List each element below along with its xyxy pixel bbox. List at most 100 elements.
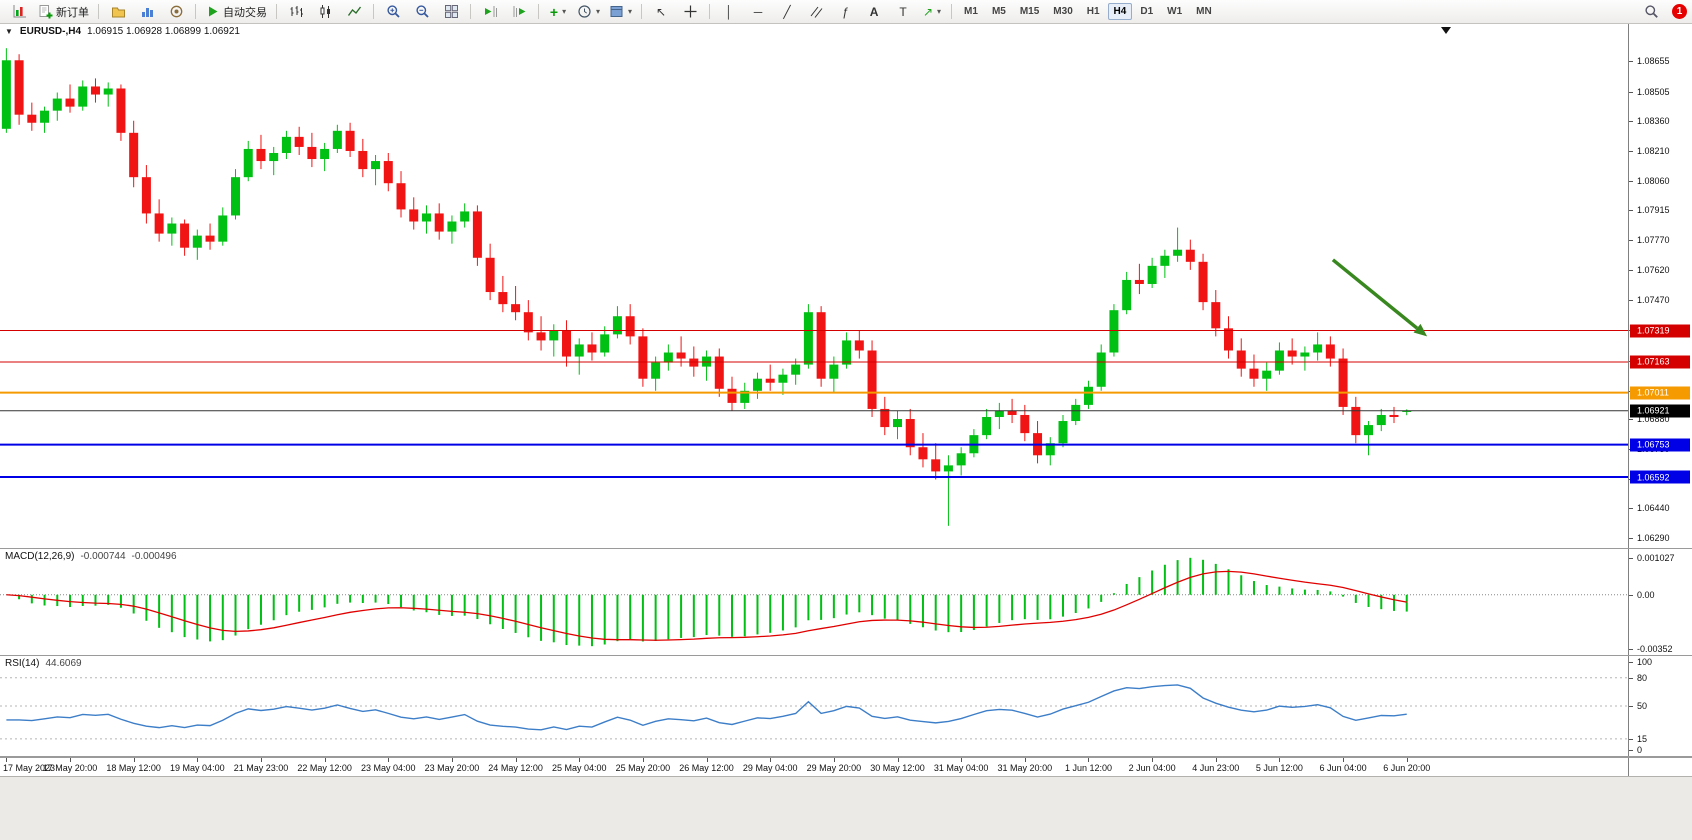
macd-axis[interactable]: 0.001027 0.00 -0.00352 — [1628, 549, 1692, 655]
macd-axis-label: 0.001027 — [1637, 553, 1675, 563]
timeframe-button-D1[interactable]: D1 — [1140, 6, 1154, 17]
macd-main-value: -0.000744 — [80, 551, 126, 562]
zoom-out-button[interactable] — [408, 1, 436, 23]
arrows-tool[interactable]: ↗ ▾ — [918, 1, 946, 23]
price-level-badge[interactable]: 1.07011 — [1630, 386, 1690, 400]
candle — [918, 447, 928, 460]
rsi-axis-label: 50 — [1637, 701, 1648, 711]
templates-button[interactable]: ▾ — [605, 1, 636, 23]
price-axis-tick — [1629, 300, 1633, 302]
candle — [931, 459, 941, 472]
auto-scroll-button[interactable] — [476, 1, 504, 23]
candle — [78, 86, 88, 107]
profiles-button[interactable] — [104, 1, 132, 23]
fibonacci-tool[interactable]: ƒ — [831, 1, 859, 23]
rsi-plot[interactable] — [0, 656, 1628, 756]
toolbar-separator — [276, 4, 277, 19]
timeframe-button-H4[interactable]: H4 — [1107, 3, 1133, 20]
candle — [1147, 265, 1157, 284]
price-level-badge[interactable]: 1.07163 — [1630, 355, 1690, 369]
annotation-arrow[interactable] — [1331, 258, 1419, 330]
candle — [332, 130, 342, 149]
zoom-in-button[interactable] — [379, 1, 407, 23]
crosshair-button[interactable] — [676, 1, 704, 23]
price-axis-label: 1.08360 — [1637, 115, 1670, 126]
horizontal-line-tool[interactable]: ─ — [744, 1, 772, 23]
notification-badge[interactable]: 1 — [1672, 4, 1687, 19]
price-axis-label: 1.08210 — [1637, 145, 1670, 156]
trendline-tool[interactable]: ╱ — [773, 1, 801, 23]
time-axis-tick — [260, 758, 262, 762]
price-axis[interactable]: 1.08655 1.08505 1.08360 1.08210 1.08060 1.079… — [1628, 24, 1692, 548]
candle — [383, 161, 393, 184]
time-axis-label: 23 May 04:00 — [361, 763, 416, 773]
text-tool[interactable]: A — [860, 1, 888, 23]
market-watch-button[interactable] — [133, 1, 161, 23]
periods-button[interactable]: ▾ — [573, 1, 604, 23]
price-axis-label: 1.06290 — [1637, 532, 1670, 543]
price-level-badge[interactable]: 1.06753 — [1630, 438, 1690, 452]
timeframe-button-H1[interactable]: H1 — [1086, 6, 1100, 17]
candle — [676, 352, 686, 359]
bar-chart-mode-button[interactable] — [282, 1, 310, 23]
community-button[interactable] — [162, 1, 190, 23]
price-axis-label: 1.08505 — [1637, 86, 1670, 97]
candlestick-chart[interactable] — [0, 24, 1628, 548]
candle — [460, 211, 470, 222]
rsi-pane[interactable]: 100 80 50 15 0 RSI(14) 44.6069 — [0, 656, 1692, 756]
autotrading-button[interactable]: 自动交易 — [201, 1, 271, 23]
chart-shift-button[interactable] — [505, 1, 533, 23]
time-axis-tick — [324, 758, 326, 762]
vertical-line-tool[interactable]: │ — [715, 1, 743, 23]
candle — [180, 223, 190, 248]
channel-tool[interactable] — [802, 1, 830, 23]
candle — [536, 332, 546, 341]
timeframe-button-MN[interactable]: MN — [1196, 6, 1212, 17]
timeframe-button-M15[interactable]: M15 — [1019, 6, 1040, 17]
macd-plot[interactable] — [0, 549, 1628, 655]
chevron-down-icon: ▾ — [937, 7, 942, 16]
candle — [511, 304, 521, 313]
new-chart-button[interactable] — [5, 1, 33, 23]
label-tool[interactable]: T — [889, 1, 917, 23]
indicators-button[interactable]: + ▾ — [544, 1, 572, 23]
timeframe-button-M1[interactable]: M1 — [964, 6, 978, 17]
timeframe-button-M30[interactable]: M30 — [1053, 6, 1073, 17]
price-level-badge[interactable]: 1.06592 — [1630, 470, 1690, 484]
main-chart-pane[interactable]: 1.08655 1.08505 1.08360 1.08210 1.08060 1.079… — [0, 24, 1692, 548]
line-chart-mode-button[interactable] — [340, 1, 368, 23]
candle — [1045, 443, 1055, 456]
cursor-button[interactable]: ↖ — [647, 1, 675, 23]
candle — [40, 110, 50, 123]
pane-separator[interactable] — [0, 548, 1692, 549]
search-button[interactable] — [1637, 1, 1665, 23]
rsi-axis[interactable]: 100 80 50 15 0 — [1628, 656, 1692, 756]
new-order-button[interactable]: 新订单 — [34, 1, 93, 23]
time-axis-label: 6 Jun 20:00 — [1383, 763, 1431, 773]
indicators-plus-icon: + — [549, 3, 559, 20]
candle — [663, 352, 673, 363]
time-axis-tick — [706, 758, 708, 762]
time-axis-label: 1 Jun 12:00 — [1064, 763, 1112, 773]
tile-windows-button[interactable] — [437, 1, 465, 23]
rsi-axis-tick — [1629, 706, 1633, 707]
chart-dropdown-icon[interactable]: ▼ — [5, 27, 13, 36]
macd-pane[interactable]: 0.001027 0.00 -0.00352 MACD(12,26,9) -0.00… — [0, 549, 1692, 655]
time-axis-tick — [197, 758, 199, 762]
price-level-badge[interactable]: 1.07319 — [1630, 324, 1690, 338]
candle — [1, 60, 11, 129]
timeframe-button-W1[interactable]: W1 — [1167, 6, 1183, 17]
candle — [612, 316, 622, 335]
candlestick-mode-button[interactable] — [311, 1, 339, 23]
timeframe-button-M5[interactable]: M5 — [991, 6, 1006, 17]
candle — [689, 358, 699, 367]
candle — [167, 223, 177, 234]
candle — [600, 334, 610, 353]
toolbar-separator — [470, 4, 471, 19]
pane-separator[interactable] — [0, 756, 1692, 757]
template-icon — [610, 6, 623, 17]
pane-separator[interactable] — [0, 655, 1692, 656]
time-axis-tick — [833, 758, 835, 762]
time-axis[interactable]: 17 May 2023 17 May 20:00 18 May 12:00 19 Ma… — [0, 757, 1692, 776]
clock-icon — [578, 5, 591, 18]
